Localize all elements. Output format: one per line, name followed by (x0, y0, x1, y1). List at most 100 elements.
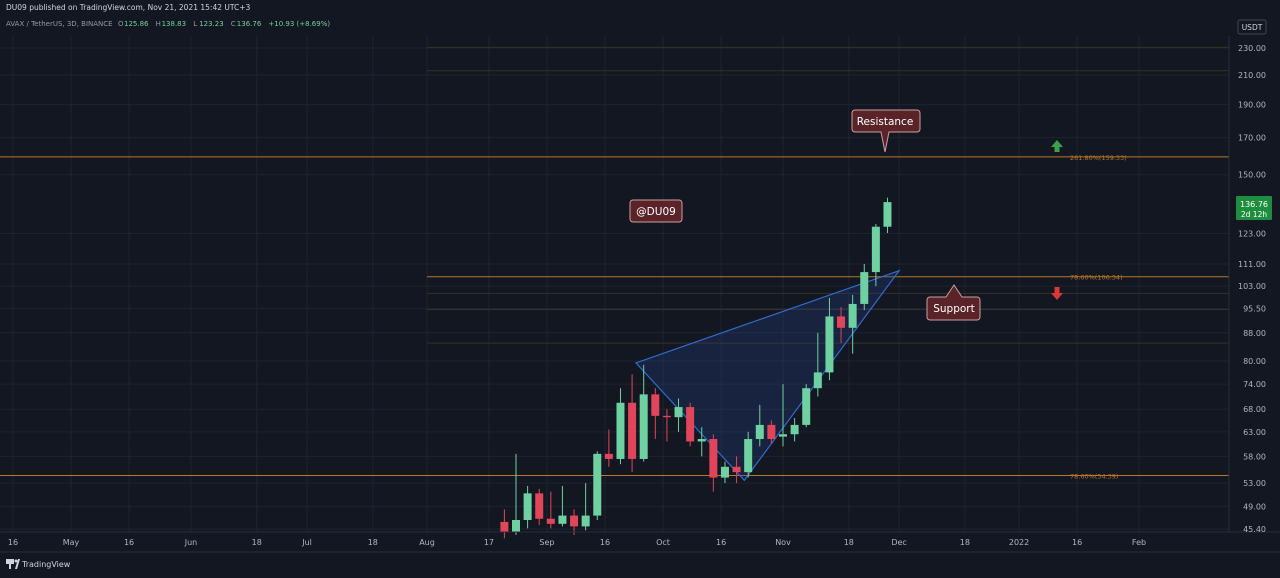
price-tick-label: 74.00 (1243, 380, 1266, 389)
candle-body (604, 453, 613, 459)
vertical-gridlines (12, 36, 1140, 532)
candle (523, 485, 532, 529)
ohlc-h-value: 138.83 (162, 20, 187, 28)
time-tick-label: Jul (301, 538, 312, 547)
candle (639, 364, 648, 462)
price-tick-label: 111.00 (1238, 260, 1266, 269)
currency-label: USDT (1242, 23, 1263, 32)
candle-body (546, 518, 555, 524)
last-price-tag: 136.76 2d 12h (1236, 196, 1272, 220)
candle (651, 388, 660, 440)
candle-body (639, 394, 648, 459)
candle (535, 488, 544, 526)
candle-body (767, 424, 776, 440)
price-tick-label: 68.00 (1243, 405, 1266, 414)
time-tick-label: 18 (844, 538, 854, 547)
ohlc-l-value: 123.23 (199, 20, 224, 28)
fib-level-label: 261.80%(159.33) (1070, 154, 1127, 162)
candle (628, 374, 637, 473)
candle (744, 431, 753, 478)
candle (871, 224, 880, 287)
candle (686, 402, 695, 447)
candle-body (744, 439, 753, 473)
candle-body (755, 424, 764, 440)
ohlc-l-label: L (193, 20, 197, 28)
candle-body (662, 415, 671, 418)
candle-body (720, 466, 729, 478)
price-tick-label: 88.00 (1243, 329, 1266, 338)
ohlc-c-value: 136.76 (237, 20, 262, 28)
time-tick-label: Nov (775, 538, 791, 547)
candle-body (837, 316, 846, 328)
price-tick-label: 80.00 (1243, 357, 1266, 366)
candle (837, 307, 846, 344)
time-tick-label: 18 (960, 538, 970, 547)
price-tick-label: 45.40 (1243, 525, 1266, 534)
horizontal-gridlines (0, 47, 1229, 530)
candle (732, 456, 741, 484)
candle-body (848, 303, 857, 328)
price-axis[interactable]: 45.40 49.00 53.00 58.00 63.00 68.00 74.00 80.00… (1238, 44, 1266, 534)
time-tick-label: 16 (600, 538, 610, 547)
candle (883, 197, 892, 233)
time-tick-label: 16 (8, 538, 18, 547)
support-label: Support (933, 303, 975, 315)
ohlc-h-label: H (156, 20, 161, 28)
candle-body (512, 519, 520, 532)
wedge-triangle (634, 269, 901, 482)
candle-body (732, 466, 741, 473)
time-tick-label: Sep (539, 538, 554, 547)
candle (860, 263, 869, 311)
time-tick-label: 2022 (1009, 538, 1029, 547)
currency-selector[interactable]: USDT (1237, 19, 1267, 35)
time-tick-label: Dec (891, 538, 906, 547)
candle (558, 485, 567, 527)
candle-body (523, 493, 532, 520)
price-tick-label: 63.00 (1243, 428, 1266, 437)
candle (709, 434, 718, 492)
candle-body (558, 515, 567, 524)
symbol-label: AVAX / TetherUS, 3D, BINANCE (6, 20, 113, 28)
candle-body (570, 515, 579, 527)
price-tick-label: 230.00 (1238, 44, 1266, 53)
price-tick-label: 210.00 (1238, 71, 1266, 80)
time-tick-label: 16 (716, 538, 726, 547)
time-tick-label: Oct (656, 538, 670, 547)
ohlc-values: O 125.86 H 138.83 L 123.23 C 136.76 +10.93 (+8.6… (118, 20, 330, 28)
price-tick-label: 95.50 (1243, 305, 1266, 314)
candle (604, 429, 613, 467)
resistance-label: Resistance (857, 116, 914, 128)
candle (500, 509, 509, 539)
price-tick-label: 103.00 (1238, 282, 1266, 291)
price-tick-label: 190.00 (1238, 101, 1266, 110)
time-tick-label: 16 (1072, 538, 1082, 547)
candle-body (697, 439, 706, 442)
time-tick-label: 18 (252, 538, 262, 547)
fib-level-label: 78.60%(54.39) (1070, 472, 1118, 480)
candle (755, 404, 764, 447)
candle-body (802, 388, 811, 425)
ohlc-change: +10.93 (+8.69%) (268, 20, 330, 28)
candle-body (593, 453, 602, 516)
time-tick-label: Aug (419, 538, 435, 547)
bar-countdown: 2d 12h (1241, 210, 1267, 219)
candle (616, 388, 625, 465)
fib-level-label: 78.60%(106.34) (1070, 274, 1123, 282)
candle (581, 483, 590, 531)
candle (848, 294, 857, 354)
candle (825, 297, 834, 381)
time-axis[interactable]: 16 May 16 Jun 18 Jul 18 Aug 17 Sep 16 Oct 16 Nov 18 Dec… (8, 538, 1146, 547)
price-tick-label: 58.00 (1243, 452, 1266, 461)
watermark-text: @DU09 (636, 206, 676, 218)
candle-body (581, 515, 590, 527)
time-tick-label: 16 (124, 538, 134, 547)
ohlc-o-label: O (118, 20, 124, 28)
time-tick-label: 17 (484, 538, 494, 547)
candle (697, 427, 706, 457)
candle (570, 509, 579, 535)
candle (512, 453, 520, 535)
candles (500, 197, 892, 539)
candle-body (883, 202, 892, 227)
